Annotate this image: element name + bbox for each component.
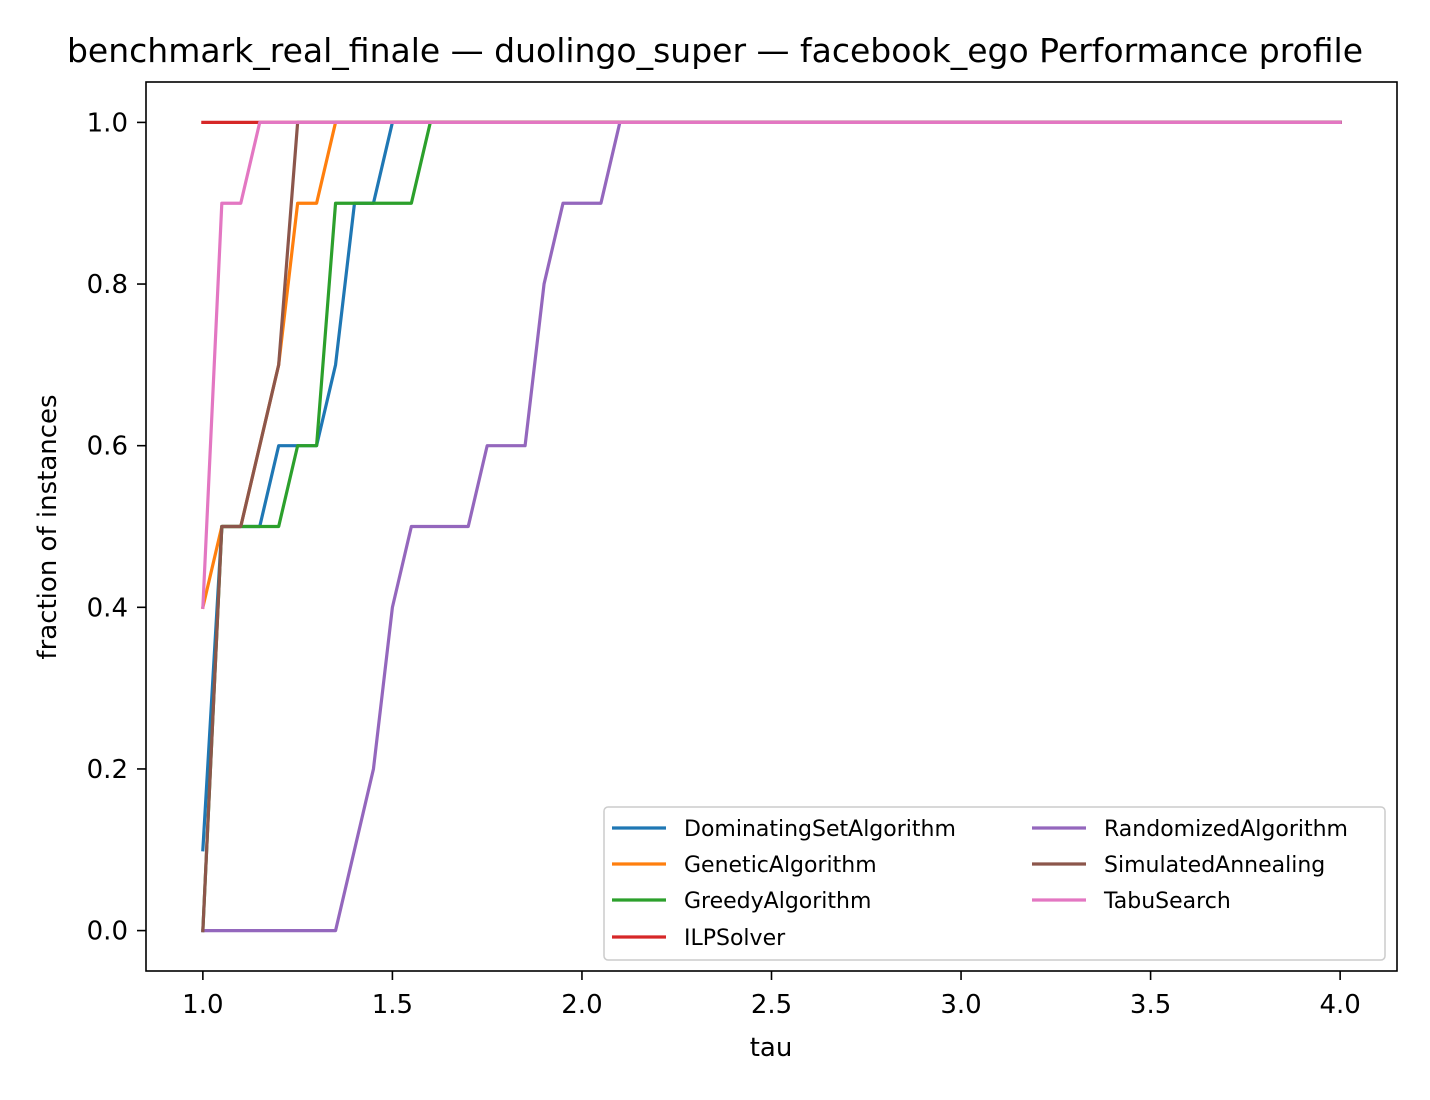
x-tick-label: 1.5 (372, 990, 413, 1020)
y-axis-label: fraction of instances (33, 394, 63, 659)
legend: DominatingSetAlgorithm GeneticAlgorithm Gr… (603, 806, 1386, 961)
y-tick-label: 0.8 (87, 270, 128, 300)
series-line-TabuSearch (201, 120, 1342, 609)
y-tick-label: 1.0 (87, 108, 128, 138)
y-tick-label: 0.6 (87, 432, 128, 462)
legend-label: TabuSearch (1103, 889, 1231, 914)
x-axis: 1.0 1.5 2.0 2.5 3.0 3.5 4.0 (182, 971, 1361, 1020)
legend-item-RandomizedAlgorithm: RandomizedAlgorithm (1032, 817, 1348, 842)
y-tick-label: 0.2 (87, 755, 128, 785)
legend-item-GeneticAlgorithm: GeneticAlgorithm (612, 853, 877, 878)
legend-frame (603, 806, 1386, 961)
y-axis: 0.0 0.2 0.4 0.6 0.8 1.0 (87, 108, 146, 947)
legend-item-GreedyAlgorithm: GreedyAlgorithm (612, 889, 871, 914)
legend-label: DominatingSetAlgorithm (684, 817, 956, 842)
x-tick-label: 1.0 (182, 990, 223, 1020)
x-tick-label: 3.5 (1130, 990, 1171, 1020)
legend-item-DominatingSetAlgorithm: DominatingSetAlgorithm (612, 817, 956, 842)
chart-title: benchmark_real_finale — duolingo_super —… (67, 31, 1363, 70)
x-tick-label: 2.5 (751, 990, 792, 1020)
x-tick-label: 4.0 (1319, 990, 1360, 1020)
legend-label: GreedyAlgorithm (684, 889, 871, 914)
legend-label: GeneticAlgorithm (684, 853, 877, 878)
x-tick-label: 2.0 (561, 990, 602, 1020)
legend-label: ILPSolver (684, 926, 786, 951)
legend-item-SimulatedAnnealing: SimulatedAnnealing (1032, 853, 1325, 878)
series-lines (200, 120, 1342, 933)
legend-item-ILPSolver: ILPSolver (612, 926, 786, 951)
legend-item-TabuSearch: TabuSearch (1032, 889, 1231, 914)
y-tick-label: 0.4 (87, 593, 128, 623)
series-line-RandomizedAlgorithm (201, 120, 1342, 933)
legend-items: DominatingSetAlgorithm GeneticAlgorithm Gr… (612, 817, 1348, 951)
x-axis-label: tau (750, 1033, 793, 1063)
y-tick-label: 0.0 (87, 917, 128, 947)
x-tick-label: 3.0 (940, 990, 981, 1020)
legend-label: SimulatedAnnealing (1104, 853, 1325, 878)
legend-label: RandomizedAlgorithm (1104, 817, 1348, 842)
